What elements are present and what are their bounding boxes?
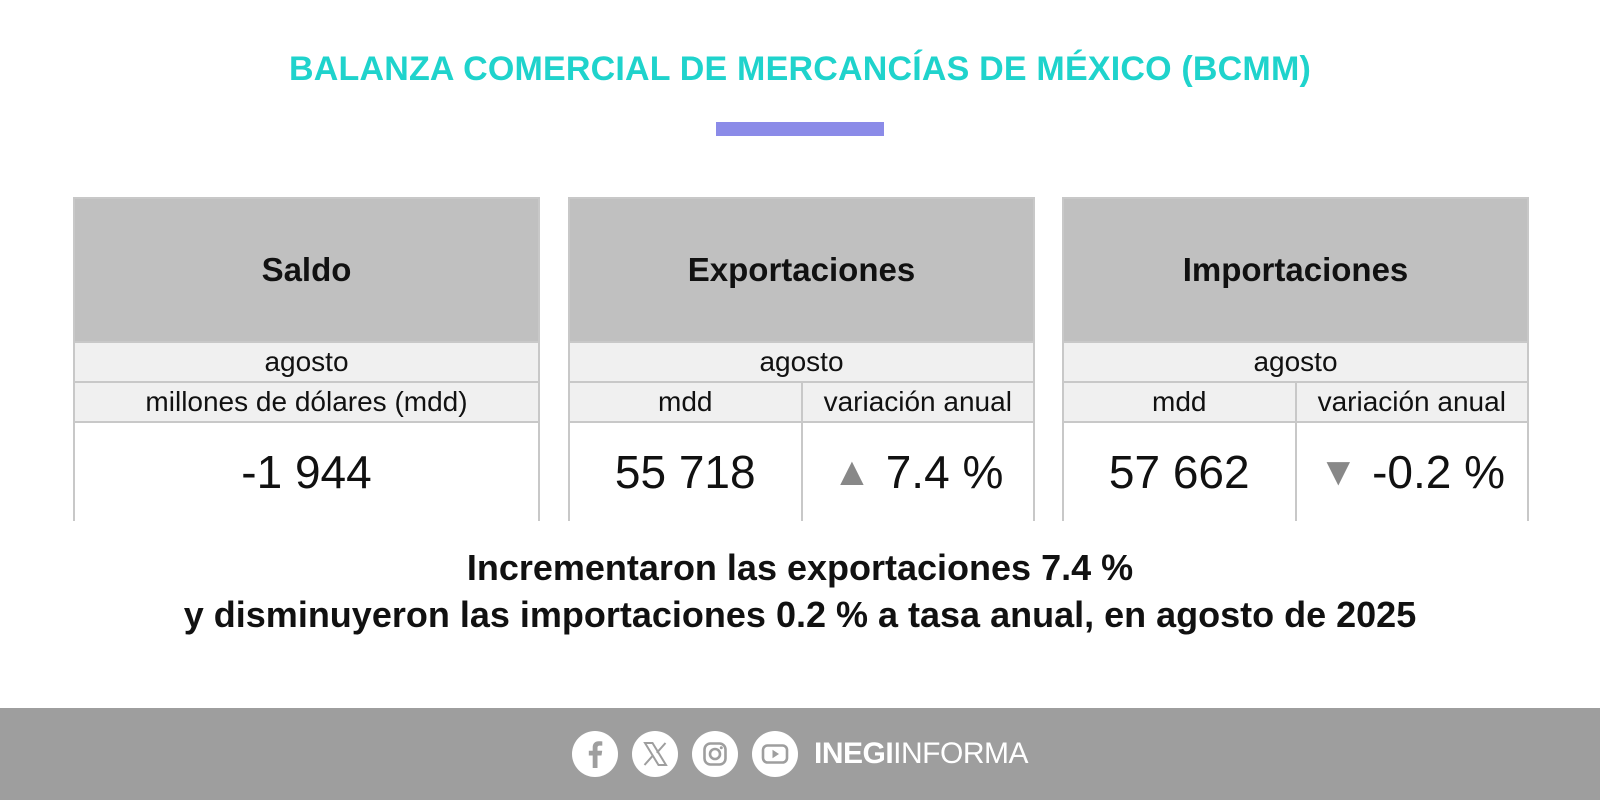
x-icon[interactable] (631, 731, 678, 777)
summary-line-1: Incrementaron las exportaciones 7.4 % (466, 547, 1134, 588)
importaciones-value: 57 662 (1108, 446, 1250, 498)
footer: INEGIINFORMA (0, 708, 1600, 800)
inegi-informa-logo[interactable]: INEGIINFORMA (813, 737, 1029, 771)
saldo-period: agosto (75, 341, 538, 381)
title-accent-bar (716, 122, 884, 136)
exportaciones-variation-cell: ▲ 7.4 % (800, 423, 1034, 521)
youtube-icon[interactable] (751, 731, 798, 777)
triangle-down-icon: ▼ (1318, 449, 1359, 494)
instagram-icon[interactable] (691, 731, 738, 777)
importaciones-variation-cell: ▼ -0.2 % (1294, 423, 1528, 521)
saldo-title: Saldo (75, 199, 538, 341)
exportaciones-column-headers: mdd variación anual (570, 381, 1033, 421)
exportaciones-card: Exportaciones agosto mdd variación anual… (568, 197, 1035, 521)
exportaciones-mdd-header: mdd (658, 386, 713, 417)
exportaciones-title: Exportaciones (570, 199, 1033, 341)
importaciones-card: Importaciones agosto mdd variación anual… (1062, 197, 1529, 521)
exportaciones-period: agosto (570, 341, 1033, 381)
exportaciones-variation-header: variación anual (800, 383, 1034, 421)
saldo-value: -1 944 (241, 446, 372, 498)
importaciones-period: agosto (1064, 341, 1527, 381)
summary-line-2: y disminuyeron las importaciones 0.2 % a… (183, 594, 1417, 635)
saldo-value-row: -1 944 (75, 421, 538, 521)
triangle-up-icon: ▲ (832, 449, 872, 494)
importaciones-variation: -0.2 % (1372, 446, 1506, 498)
exportaciones-value-row: 55 718 ▲ 7.4 % (570, 421, 1033, 521)
facebook-icon[interactable] (571, 731, 618, 777)
importaciones-title: Importaciones (1064, 199, 1527, 341)
importaciones-mdd-header: mdd (1152, 386, 1207, 417)
saldo-unit: millones de dólares (mdd) (75, 381, 538, 421)
page-title: BALANZA COMERCIAL DE MERCANCÍAS DE MÉXIC… (288, 50, 1311, 88)
exportaciones-value: 55 718 (614, 446, 756, 498)
exportaciones-variation: 7.4 % (885, 446, 1004, 498)
brand-light: INFORMA (893, 737, 1028, 770)
importaciones-column-headers: mdd variación anual (1064, 381, 1527, 421)
saldo-card: Saldo agosto millones de dólares (mdd) -… (73, 197, 540, 521)
brand-bold: INEGI (813, 737, 894, 770)
importaciones-value-row: 57 662 ▼ -0.2 % (1064, 421, 1527, 521)
importaciones-variation-header: variación anual (1294, 383, 1528, 421)
